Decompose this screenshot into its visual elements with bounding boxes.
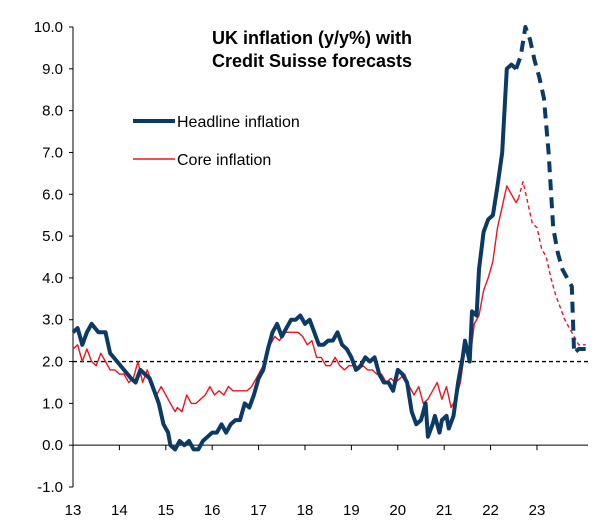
chart-title-line-2: Credit Suisse forecasts (212, 51, 412, 71)
chart-title-line-1: UK inflation (y/y%) with (212, 28, 412, 48)
y-tick-label: 7.0 (42, 144, 63, 161)
x-tick-label: 15 (157, 502, 174, 519)
x-tick-label: 16 (204, 502, 221, 519)
y-tick-label: 6.0 (42, 186, 63, 203)
x-tick-label: 18 (297, 502, 314, 519)
y-tick-label: 9.0 (42, 61, 63, 78)
series-line-headline-inflation-forecast (514, 25, 586, 356)
series-line-headline-inflation (71, 62, 518, 452)
x-tick-label: 17 (250, 502, 267, 519)
y-tick-label: 2.0 (42, 354, 63, 371)
x-tick-label: 20 (389, 502, 406, 519)
y-tick-label: 0.0 (42, 437, 63, 454)
y-tick-label: -1.0 (37, 479, 63, 496)
y-tick-label: 4.0 (42, 270, 63, 287)
x-tick-label: 19 (343, 502, 360, 519)
x-tick-label: 22 (482, 502, 499, 519)
y-tick-label: 1.0 (42, 395, 63, 412)
x-tick-label: 23 (529, 502, 546, 519)
series-line-core-inflation-forecast (517, 181, 586, 346)
series-line-core-inflation (72, 185, 520, 413)
y-tick-label: 8.0 (42, 103, 63, 120)
legend-label: Headline inflation (177, 114, 300, 131)
x-tick-label: 13 (65, 502, 82, 519)
series-group (71, 25, 586, 452)
y-tick-label: 5.0 (42, 228, 63, 245)
legend-label: Core inflation (177, 152, 271, 169)
y-tick-label: 3.0 (42, 312, 63, 329)
x-tick-label: 14 (111, 502, 128, 519)
y-tick-label: 10.0 (34, 19, 63, 36)
axes-group: -1.0 0.0 1.0 2.0 3.0 4.0 5.0 6.0 7.0 8.0 9.0 10.0 13… (34, 19, 588, 519)
legend: Headline inflation Core inflation (133, 114, 300, 169)
x-tick-label: 21 (436, 502, 453, 519)
